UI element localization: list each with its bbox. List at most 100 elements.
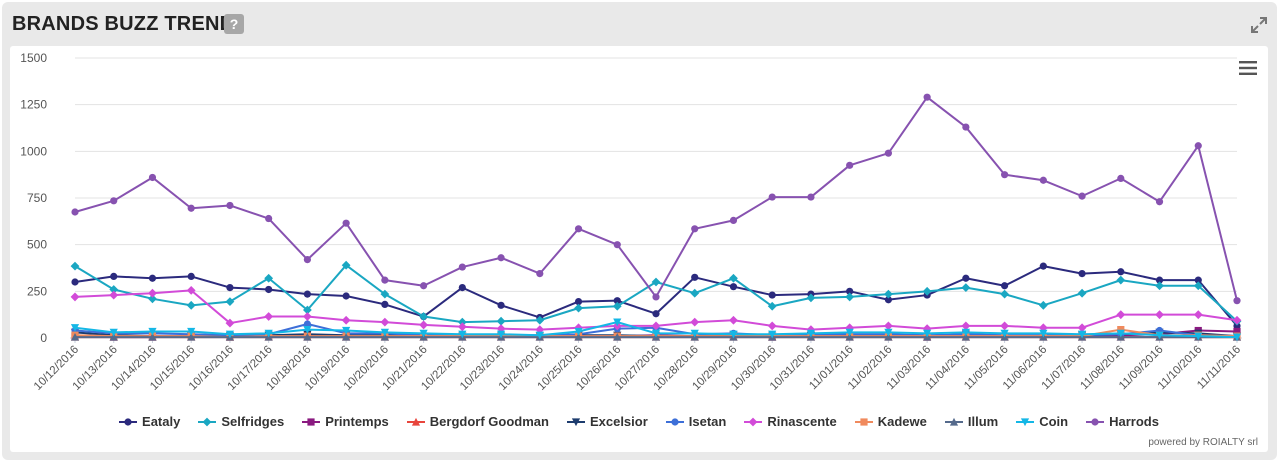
y-tick-label: 750 [27,191,47,205]
data-point [845,328,854,337]
data-point [225,297,235,306]
data-point [884,149,893,157]
data-point [884,332,893,341]
data-point [690,288,700,298]
legend-swatch [302,417,321,426]
powered-by-credit: powered by ROIALTY srl [1148,437,1258,448]
data-point [109,332,118,341]
data-point [729,283,738,291]
data-point [1117,326,1125,334]
data-point [1038,323,1048,333]
legend-label: Coin [1039,414,1069,429]
data-point [458,263,466,271]
data-point [265,285,273,294]
data-point [768,330,777,339]
data-point [225,330,235,339]
legend-marker [202,417,212,426]
line-chart: 025050075010001250150010/12/201610/13/20… [20,51,1243,393]
data-point [807,193,815,201]
data-point [1039,329,1048,338]
expand-icon[interactable] [1250,16,1268,34]
widget-panel: BRANDS BUZZ TREND ? 0 250 500 750 1000 1250 15… [2,2,1277,460]
data-point [613,332,622,341]
data-point [846,287,854,295]
data-point [729,330,738,339]
data-point [1194,276,1202,284]
data-point [574,225,583,233]
data-point [690,329,699,338]
data-point [458,330,467,339]
panel-header: BRANDS BUZZ TREND ? [2,2,1277,44]
legend-swatch [1016,417,1035,426]
data-point [458,284,466,292]
data-point [342,219,350,227]
data-point [110,272,118,280]
data-point [613,297,621,305]
legend-item-harrods[interactable]: Harrods [1086,414,1159,429]
data-point [1077,288,1087,298]
data-point [729,216,738,224]
legend-marker [571,417,581,426]
legend-item-kadewe[interactable]: Kadewe [854,414,927,429]
legend-swatch [744,417,763,426]
data-point [342,326,351,335]
data-point [923,329,932,338]
legend-marker [949,417,958,426]
data-point [225,318,235,328]
series-harrods [71,93,1241,305]
chart-menu-icon[interactable] [1239,60,1257,76]
data-point [110,197,118,205]
legend-marker [671,417,679,426]
legend-item-bergdorf-goodman[interactable]: Bergdorf Goodman [406,414,549,429]
data-point [265,214,273,223]
data-point [186,286,196,295]
data-point [303,256,311,264]
legend-label: Printemps [325,414,389,429]
legend-label: Excelsior [589,414,648,429]
data-point [961,328,970,337]
data-point [1155,281,1164,291]
data-point [419,329,428,338]
data-point [303,332,312,341]
legend-item-illum[interactable]: Illum [944,414,999,429]
series-rinascente [70,286,1242,334]
data-point [1117,174,1125,182]
data-point [884,289,893,299]
data-point [457,322,467,332]
data-point [148,327,157,336]
data-point [109,285,119,294]
data-point [186,300,196,310]
data-point [148,294,157,304]
data-point [1077,323,1087,333]
data-point [264,312,274,321]
data-point [613,241,621,249]
legend-item-isetan[interactable]: Isetan [665,414,726,429]
legend-label: Eataly [142,414,181,429]
y-tick-label: 1500 [20,51,47,65]
legend-item-selfridges[interactable]: Selfridges [198,414,284,429]
data-point [1155,198,1164,206]
data-point [1155,276,1164,284]
data-point [961,321,971,331]
legend-item-coin[interactable]: Coin [1016,414,1068,429]
data-point [341,315,351,325]
data-point [187,332,196,341]
legend-swatch [406,417,425,426]
data-point [303,326,312,334]
legend-label: Illum [967,414,999,429]
legend-item-eataly[interactable]: Eataly [119,414,180,429]
legend-item-rinascente[interactable]: Rinascente [744,414,837,429]
data-point [1194,332,1203,341]
data-point [1078,192,1086,200]
y-tick-label: 500 [27,238,47,252]
legend-label: Harrods [1109,414,1159,429]
legend-marker [124,417,132,426]
data-point [1078,270,1086,278]
help-button[interactable]: ? [224,14,244,34]
data-point [806,329,816,338]
data-point [535,331,544,340]
legend-item-printemps[interactable]: Printemps [302,414,389,429]
data-point [497,301,505,309]
data-point [381,276,389,284]
legend-item-excelsior[interactable]: Excelsior [566,414,648,429]
